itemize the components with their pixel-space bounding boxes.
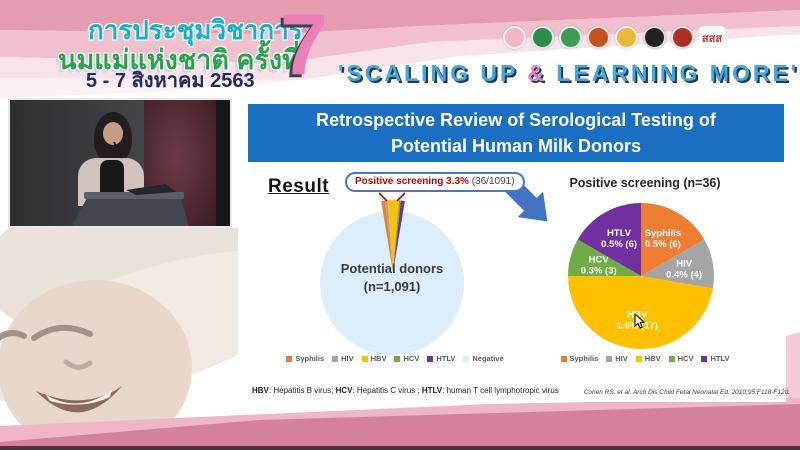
positive-screening-callout: Positive screening 3.3% (36/1091) <box>345 172 525 192</box>
pie-slice-label-hiv: HIV 0.4% (4) <box>666 258 702 280</box>
department-of-health-logo <box>559 26 582 49</box>
pie-slice-label-hbv: HBV 1.6% (17) <box>617 310 658 332</box>
legend-label: HCV <box>403 354 420 363</box>
legend-label: HIV <box>341 354 354 363</box>
legend-item-htlv: HTLV <box>701 354 730 363</box>
potential-donors-legend: Syphilis HIV HBV HCV HTLV Negative <box>258 354 532 363</box>
legend-label: HBV <box>644 354 661 363</box>
pediatric-society-emblem-logo <box>643 26 666 49</box>
thai-health-promotion-logo: สสส <box>699 26 725 49</box>
legend-swatch-negative <box>463 355 470 362</box>
callout-highlight: Positive screening 3.3% <box>355 176 469 187</box>
result-heading: Result <box>268 176 330 197</box>
callout-pointer-marks <box>378 192 406 202</box>
legend-swatch-hiv <box>332 355 339 362</box>
abbreviations-footnote: HBV: Hepatitis B virus; HCV: Hepatitis C… <box>252 386 559 395</box>
mother-child-foundation-logo <box>503 26 526 49</box>
legend-item-hbv: HBV <box>361 354 387 363</box>
def-htlv: : human T cell lymphotropic virus <box>442 386 559 395</box>
ministry-of-public-health-logo <box>531 26 554 49</box>
legend-swatch-hiv <box>606 355 613 362</box>
tagline-pre: 'SCALING UP <box>338 60 528 86</box>
legend-label: HIV <box>615 354 628 363</box>
positive-screening-title: Positive screening (n=36) <box>569 176 721 190</box>
university-crest-red-logo <box>587 26 610 49</box>
potential-donors-label: Potential donors (n=1,091) <box>312 260 472 296</box>
edition-number: 7 <box>280 0 328 93</box>
legend-swatch-hcv <box>668 355 675 362</box>
potential-donors-n: (n=1,091) <box>363 279 421 294</box>
conference-subtitle-thai: นมแม่แห่งชาติ ครั้งที่ <box>58 45 300 75</box>
legend-item-syphilis: Syphilis <box>286 354 324 363</box>
legend-label: HCV <box>677 354 694 363</box>
abbr-htlv: HTLV <box>421 386 443 395</box>
pie-slice-label-syphilis: Syphilis 0.5% (6) <box>645 228 681 250</box>
legend-item-hiv: HIV <box>606 354 628 363</box>
potential-donors-title: Potential donors <box>340 261 444 276</box>
conference-date-thai: 5 - 7 สิงหาคม 2563 <box>86 70 255 92</box>
presenter-face <box>103 122 123 145</box>
abbr-hcv: HCV <box>335 386 353 395</box>
legend-item-htlv: HTLV <box>427 354 455 363</box>
legend-swatch-htlv <box>701 355 708 362</box>
positive-screening-legend: Syphilis HIV HBV HCV HTLV <box>558 354 732 363</box>
royal-college-crest-logo <box>615 26 638 49</box>
legend-item-hcv: HCV <box>394 354 419 363</box>
conference-tagline: 'SCALING UP & LEARNING MORE' <box>338 60 799 87</box>
podium-graphic <box>72 141 189 226</box>
speaker-video-frame <box>8 98 232 228</box>
abbr-hbv: HBV <box>252 386 269 395</box>
pie-slice-label-hcv: HCV 0.3% (3) <box>581 255 617 277</box>
legend-item-hiv: HIV <box>332 354 354 363</box>
header-pink-stripes <box>0 0 800 110</box>
legend-item-hcv: HCV <box>668 354 694 363</box>
def-hbv: : Hepatitis B virus; <box>268 386 336 395</box>
legend-swatch-hcv <box>394 355 401 362</box>
mouse-cursor-icon <box>634 314 646 329</box>
positive-screening-pie-chart: Syphilis 0.5% (6) HIV 0.4% (4) HBV 1.6% (17) H… <box>568 203 714 349</box>
legend-item-hbv: HBV <box>635 354 661 363</box>
legend-label: HTLV <box>710 354 730 363</box>
legend-label: HTLV <box>436 354 456 363</box>
legend-label: HBV <box>370 354 387 363</box>
legend-item-syphilis: Syphilis <box>560 354 599 363</box>
legend-label: Syphilis <box>569 354 599 363</box>
stage-dark-edge <box>216 100 230 226</box>
tagline-post: LEARNING MORE' <box>546 60 800 86</box>
legend-swatch-htlv <box>427 355 434 362</box>
legend-item-negative: Negative <box>463 354 504 363</box>
conference-title-thai: การประชุมวิชาการ <box>88 15 303 45</box>
legend-swatch-hbv <box>361 355 368 362</box>
callout-detail: (36/1091) <box>468 176 515 187</box>
legend-swatch-syphilis <box>560 355 567 362</box>
reference-citation: Cohen RS, et al. Arch Dis Child Fetal Ne… <box>583 389 790 396</box>
legend-label: Syphilis <box>295 354 325 363</box>
pie-slice-label-htlv: HTLV 0.5% (6) <box>601 228 637 250</box>
medical-association-emblem-logo <box>671 26 694 49</box>
slide-title: Retrospective Review of Serological Test… <box>248 104 784 162</box>
legend-swatch-syphilis <box>286 355 293 362</box>
legend-swatch-hbv <box>635 355 642 362</box>
tagline-ampersand: & <box>527 60 547 86</box>
organizer-logos: สสส <box>503 26 725 49</box>
def-hcv: : Hepatitis C virus ; <box>352 386 422 395</box>
potential-donors-pie-chart <box>320 192 464 355</box>
legend-label: Negative <box>472 354 504 363</box>
